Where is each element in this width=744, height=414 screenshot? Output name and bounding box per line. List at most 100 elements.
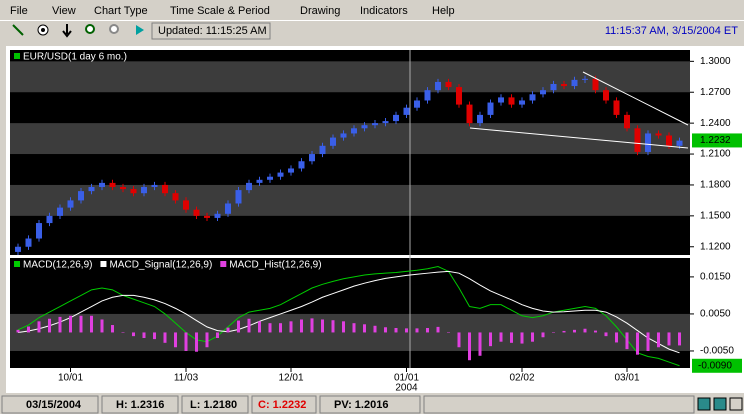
menu-item[interactable]: Drawing [300, 5, 340, 17]
hist-bar [384, 327, 387, 333]
candle-body [624, 114, 630, 129]
y-tick-label: 1.2700 [700, 87, 731, 98]
candle-body [57, 207, 63, 216]
candle-body [78, 191, 84, 201]
candle-body [592, 78, 599, 91]
hist-bar [457, 332, 461, 348]
hist-bar [594, 330, 597, 333]
status-low: L: 1.2180 [190, 399, 237, 411]
hist-bar [226, 327, 230, 333]
status-field [319, 395, 421, 414]
candle-body [655, 133, 662, 136]
hist-bar [58, 316, 62, 333]
candle-body [309, 154, 315, 162]
hist-bar [426, 328, 429, 333]
hist-bar [247, 318, 251, 333]
hist-bar [352, 323, 356, 333]
x-tick-label: 11/03 [174, 373, 199, 384]
y-tick-label: 1.2100 [700, 149, 731, 160]
macd-panel [10, 258, 690, 368]
hist-bar [268, 323, 272, 333]
candle-body [445, 81, 452, 88]
line-tool[interactable] [12, 24, 24, 36]
candle-body [571, 79, 578, 87]
hist-bar [510, 332, 513, 343]
y-tick-label: 1.2400 [700, 118, 731, 129]
status-field [181, 395, 249, 414]
zoom-in[interactable] [85, 24, 95, 34]
y-tick-label: 0.0150 [700, 272, 731, 283]
candle-body [540, 90, 546, 95]
candle-body [477, 114, 483, 124]
status-close: C: 1.2232 [258, 399, 306, 411]
candle-body [645, 133, 651, 152]
grid-band [10, 61, 690, 93]
candle-body [183, 200, 189, 210]
candle-body [46, 215, 53, 224]
candle-body [120, 187, 126, 190]
x-tick-label: 12/01 [278, 373, 303, 384]
zoom-out[interactable] [109, 24, 119, 34]
candle-body [676, 140, 683, 146]
candle-body [225, 203, 231, 214]
hist-bar [499, 332, 503, 342]
candle-body [613, 100, 620, 115]
x-tick-label: 10/01 [58, 373, 83, 384]
hist-bar [90, 315, 93, 333]
candle-body [466, 104, 473, 124]
status-pv: PV: 1.2016 [334, 399, 388, 411]
menu-item[interactable]: File [10, 5, 28, 17]
legend-swatch [14, 261, 20, 267]
menu-item[interactable]: View [52, 5, 76, 17]
window-btn[interactable] [729, 397, 743, 411]
hist-bar [100, 319, 104, 333]
hist-bar [79, 315, 83, 333]
hist-bar [394, 328, 398, 333]
status-fields: 03/15/2004 H: 1.2316 L: 1.2180 C: 1.2232… [1, 395, 743, 414]
hist-bar [615, 332, 618, 343]
hist-bar [37, 321, 41, 333]
hist-bar [541, 332, 545, 338]
window-btn[interactable] [697, 397, 711, 411]
candle-body [382, 121, 389, 124]
y-tick-label: -0.0050 [700, 346, 734, 357]
menu-item[interactable]: Help [432, 5, 455, 17]
candle-body [582, 78, 588, 80]
cursor-tool-dot [41, 28, 45, 32]
candle-body [162, 184, 168, 194]
candle-body [130, 189, 137, 194]
hist-bar [415, 328, 419, 333]
hist-bar [321, 319, 324, 333]
hist-bar [48, 318, 51, 333]
hist-bar [646, 332, 650, 351]
window-btn[interactable] [713, 397, 727, 411]
hist-bar [625, 332, 629, 350]
menu-item[interactable]: Chart Type [94, 5, 148, 17]
status-high: H: 1.2316 [116, 399, 164, 411]
hist-bar [237, 320, 240, 333]
x-tick-label: 02/02 [509, 373, 534, 384]
candle-body [550, 83, 557, 91]
x-tick-label: 03/01 [614, 373, 639, 384]
grid-band [10, 123, 690, 155]
candle-body [340, 133, 347, 138]
status-field [1, 395, 99, 414]
menu-item[interactable]: Time Scale & Period [170, 5, 270, 17]
hist-bar [436, 326, 440, 333]
menu-item[interactable]: Indicators [360, 5, 408, 17]
legend-label: MACD_Signal(12,26,9) [109, 260, 212, 271]
hist-bar [489, 332, 492, 347]
candle-body [361, 125, 368, 129]
tool-arrow[interactable] [136, 25, 144, 35]
down-tool[interactable] [62, 24, 72, 38]
candle-body [435, 81, 441, 91]
candle-body [603, 90, 609, 101]
status-bar [0, 395, 744, 414]
candle-body [487, 102, 494, 115]
status-field [101, 395, 179, 414]
legend-label: MACD(12,26,9) [23, 260, 92, 271]
hist-bar [27, 326, 30, 333]
hist-bar [121, 332, 125, 333]
legend-swatch [220, 261, 227, 267]
